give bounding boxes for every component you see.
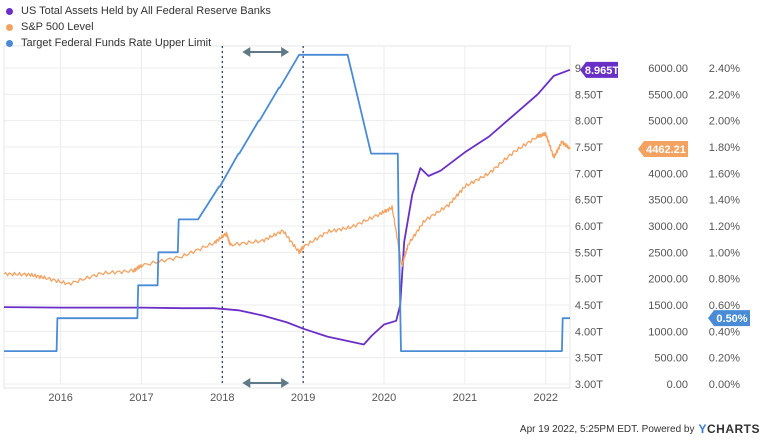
legend-item-assets[interactable]: US Total Assets Held by All Federal Rese… [6, 3, 271, 19]
footer: Apr 19 2022, 5:25PM EDT. Powered by YCHA… [520, 422, 760, 436]
powered-by: Powered by [641, 423, 695, 435]
x-tick-label: 2021 [453, 392, 477, 404]
legend-label: US Total Assets Held by All Federal Rese… [21, 5, 271, 17]
x-tick-label: 2018 [210, 392, 234, 404]
y-tick-label-rate: 0.60% [709, 300, 740, 312]
end-label-text: 0.50% [716, 313, 747, 325]
y-tick-label-rate: 1.00% [709, 247, 740, 259]
x-tick-label: 2020 [372, 392, 396, 404]
y-tick-label-sp500: 0.00 [667, 379, 688, 391]
legend-item-fed-rate[interactable]: Target Federal Funds Rate Upper Limit [6, 35, 271, 51]
y-tick-label-sp500: 4000.00 [648, 168, 688, 180]
legend-dot-icon [6, 7, 13, 15]
y-tick-label-rate: 1.20% [709, 221, 740, 233]
y-tick-label-assets: 6.50T [575, 195, 603, 207]
y-tick-label-assets: 7.50T [575, 142, 603, 154]
y-tick-label-rate: 1.80% [709, 142, 740, 154]
series-lines [3, 53, 571, 353]
y-tick-label-rate: 0.40% [709, 326, 740, 338]
y-tick-label-sp500: 2000.00 [648, 274, 688, 286]
x-axis: 2016 2017 2018 2019 2020 2021 2022 [48, 392, 558, 404]
y-tick-label-sp500: 2500.00 [648, 247, 688, 259]
y-tick-label-assets: 8.00T [575, 116, 603, 128]
y-tick-label-assets: 5.00T [575, 274, 603, 286]
x-tick-label: 2016 [48, 392, 72, 404]
y-tick-label-assets: 5.50T [575, 247, 603, 259]
y-tick-label-assets: 8.50T [575, 89, 603, 101]
y-tick-label-rate: 1.40% [709, 195, 740, 207]
legend: US Total Assets Held by All Federal Rese… [6, 3, 271, 51]
y-tick-label-rate: 0.00% [709, 379, 740, 391]
y-axes: 3.00T 3.50T 4.00T 4.50T 5.00T 5.50T 6.00T 6.50T… [575, 63, 740, 391]
end-label-text: 4462.21 [646, 144, 686, 156]
series-line-assets[interactable] [3, 68, 571, 346]
end-label-rate: 0.50% [708, 310, 750, 327]
legend-dot-icon [6, 23, 13, 31]
end-label-assets: 8.965T [580, 61, 620, 78]
y-tick-label-sp500: 6000.00 [648, 63, 688, 75]
y-tick-label-assets: 4.00T [575, 326, 603, 338]
y-tick-label-rate: 2.40% [709, 63, 740, 75]
legend-label: Target Federal Funds Rate Upper Limit [21, 37, 212, 49]
y-tick-label-rate: 0.80% [709, 274, 740, 286]
y-tick-label-assets: 3.00T [575, 379, 603, 391]
x-tick-label: 2017 [129, 392, 153, 404]
y-tick-label-sp500: 3000.00 [648, 221, 688, 233]
y-tick-label-rate: 2.00% [709, 116, 740, 128]
legend-dot-icon [6, 39, 13, 47]
ycharts-logo[interactable]: YCHARTS [698, 422, 760, 436]
end-labels: 8.965T 4462.21 0.50% [580, 61, 750, 327]
y-tick-label-sp500: 1500.00 [648, 300, 688, 312]
plot-border [3, 45, 571, 389]
y-tick-label-sp500: 3500.00 [648, 195, 688, 207]
x-tick-label: 2019 [291, 392, 315, 404]
timestamp: Apr 19 2022, 5:25PM EDT. [519, 423, 639, 435]
series-line-sp500[interactable] [3, 131, 571, 286]
double-arrow-icon [242, 378, 290, 388]
legend-item-sp500[interactable]: S&P 500 Level [6, 19, 271, 35]
y-tick-label-sp500: 5500.00 [648, 89, 688, 101]
y-tick-label-assets: 3.50T [575, 353, 603, 365]
grid [4, 46, 570, 385]
y-tick-label-sp500: 5000.00 [648, 116, 688, 128]
double-arrow-icon [242, 47, 290, 57]
y-tick-label-rate: 2.20% [709, 89, 740, 101]
end-label-sp500: 4462.21 [638, 141, 688, 158]
series-line-rate[interactable] [4, 53, 570, 353]
y-tick-label-sp500: 500.00 [654, 353, 688, 365]
y-tick-label-assets: 7.00T [575, 168, 603, 180]
y-tick-label-rate: 0.20% [709, 353, 740, 365]
y-tick-label-rate: 1.60% [709, 168, 740, 180]
end-label-text: 8.965T [585, 65, 620, 77]
x-tick-label: 2022 [534, 392, 558, 404]
annotations [221, 46, 304, 388]
legend-label: S&P 500 Level [21, 21, 94, 33]
y-tick-label-assets: 6.00T [575, 221, 603, 233]
y-tick-label-assets: 4.50T [575, 300, 603, 312]
y-tick-label-sp500: 1000.00 [648, 326, 688, 338]
